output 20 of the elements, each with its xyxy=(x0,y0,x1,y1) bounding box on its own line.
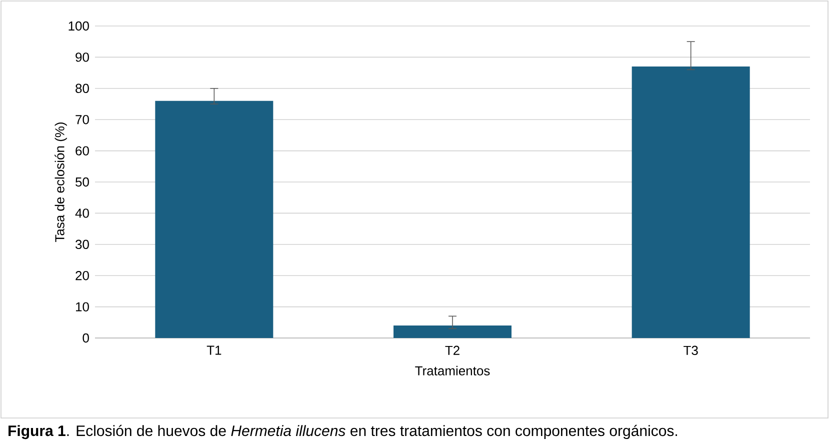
y-tick-label: 0 xyxy=(82,333,89,343)
x-tick-label: T3 xyxy=(684,346,698,356)
bar xyxy=(155,100,274,338)
y-tick-label: 70 xyxy=(76,114,89,124)
bar xyxy=(632,66,750,338)
y-tick-label: 20 xyxy=(76,271,89,280)
y-tick-label: 30 xyxy=(76,240,89,250)
y-axis-title: Tasa de eclosión (%) xyxy=(54,122,67,242)
y-tick-label: 60 xyxy=(76,146,89,156)
y-tick-label: 100 xyxy=(68,21,89,31)
text: Figura 1. Eclosión de huevos de Hermetia illucens en tres tratamientos con componentes orgánicos. xyxy=(8,424,678,440)
y-tick-label: 50 xyxy=(76,177,89,187)
x-tick-label: T1 xyxy=(206,346,222,355)
y-tick-label: 40 xyxy=(75,208,89,218)
y-tick-label: 80 xyxy=(76,84,89,93)
bar xyxy=(394,326,512,338)
y-tick-label: 10 xyxy=(76,302,89,312)
x-axis-title: Tratamientos xyxy=(415,366,490,376)
y-tick-label: 90 xyxy=(76,52,89,62)
x-tick-label: T2 xyxy=(445,346,460,355)
